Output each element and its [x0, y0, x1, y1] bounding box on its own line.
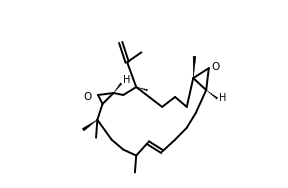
Text: O: O: [84, 92, 92, 102]
Polygon shape: [193, 56, 196, 78]
Text: O: O: [211, 62, 219, 72]
Text: H: H: [123, 75, 130, 85]
Text: H: H: [219, 93, 226, 103]
Polygon shape: [82, 120, 97, 131]
